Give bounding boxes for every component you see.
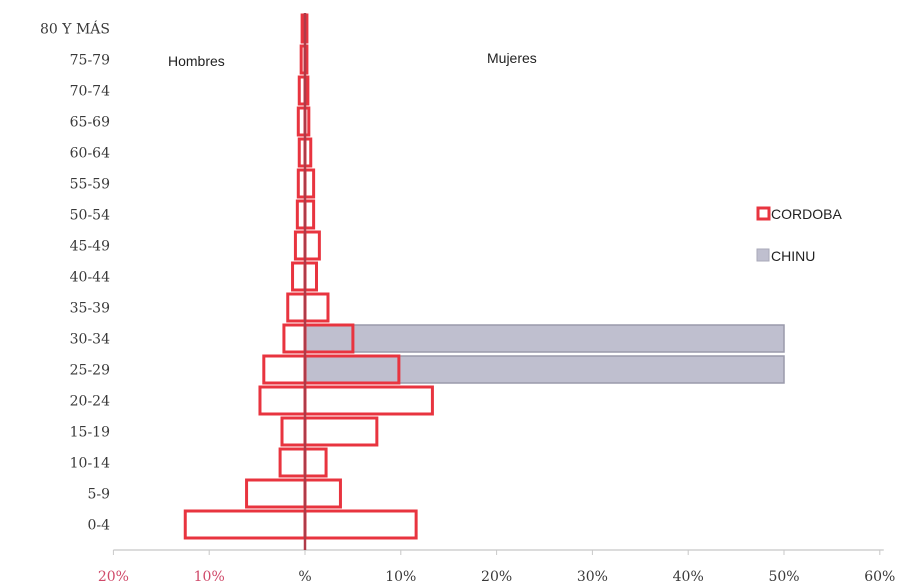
category-label-0-4: 0-4 bbox=[87, 518, 110, 534]
legend-swatch-chinu bbox=[756, 248, 770, 262]
category-label-5-9: 5-9 bbox=[87, 487, 110, 503]
category-label-10-14: 10-14 bbox=[70, 456, 110, 472]
x-tick-label: 10% bbox=[385, 569, 416, 585]
legend-swatch-cordoba bbox=[756, 206, 771, 221]
x-axis bbox=[112, 13, 884, 555]
category-label-50-54: 50-54 bbox=[70, 208, 110, 224]
cordoba-bar-hombres-30-34 bbox=[282, 323, 307, 354]
category-label-60-64: 60-64 bbox=[70, 146, 110, 162]
cordoba-bar-mujeres-45-49 bbox=[303, 230, 321, 261]
cordoba-bar-mujeres-50-54 bbox=[303, 199, 316, 230]
category-label-55-59: 55-59 bbox=[70, 177, 110, 193]
cordoba-bar-hombres-15-19 bbox=[280, 416, 307, 447]
cordoba-bar-hombres-10-14 bbox=[278, 447, 307, 478]
cordoba-bar-mujeres-55-59 bbox=[303, 168, 316, 199]
x-tick-label: 30% bbox=[577, 569, 608, 585]
category-label-80-y-m-s: 80 Y MÁS bbox=[40, 20, 110, 38]
side-label-hombres: Hombres bbox=[168, 53, 225, 69]
legend: CORDOBA CHINU bbox=[756, 206, 842, 264]
cordoba-bar-mujeres-5-9 bbox=[303, 478, 342, 509]
legend-label-chinu: CHINU bbox=[771, 248, 815, 264]
category-label-70-74: 70-74 bbox=[70, 84, 110, 100]
cordoba-bar-mujeres-20-24 bbox=[303, 385, 434, 416]
category-label-65-69: 65-69 bbox=[70, 115, 110, 131]
x-tick-label: 20% bbox=[481, 569, 512, 585]
chinu-bar-mujeres-30-34 bbox=[304, 324, 785, 353]
category-label-25-29: 25-29 bbox=[70, 363, 110, 379]
category-label-15-19: 15-19 bbox=[70, 425, 110, 441]
x-tick-label: 20% bbox=[98, 569, 129, 585]
chinu-bar-mujeres-25-29 bbox=[304, 355, 785, 384]
legend-label-cordoba: CORDOBA bbox=[771, 206, 842, 222]
cordoba-bar-hombres-35-39 bbox=[286, 292, 307, 323]
cordoba-bar-mujeres-40-44 bbox=[303, 261, 318, 292]
category-labels: 80 Y MÁS 75-79 70-74 65-69 60-64 55-59 50-54 45… bbox=[40, 20, 110, 534]
cordoba-bar-mujeres-10-14 bbox=[303, 447, 328, 478]
cordoba-bar-mujeres-15-19 bbox=[303, 416, 379, 447]
side-label-mujeres: Mujeres bbox=[487, 50, 537, 66]
category-label-35-39: 35-39 bbox=[70, 301, 110, 317]
cordoba-bar-hombres-20-24 bbox=[258, 385, 307, 416]
chinu-bars bbox=[304, 324, 785, 384]
cordoba-bar-hombres-25-29 bbox=[262, 354, 307, 385]
cordoba-bars bbox=[183, 13, 434, 540]
x-tick-labels: 20% 10%% 10% 20% 30% 40% 50% 60% bbox=[98, 569, 896, 585]
x-tick-label: 10% bbox=[194, 569, 225, 585]
cordoba-bar-hombres-40-44 bbox=[291, 261, 307, 292]
x-tick-label: 60% bbox=[864, 569, 895, 585]
x-tick-label: 40% bbox=[673, 569, 704, 585]
cordoba-bar-hombres-0-4 bbox=[183, 509, 307, 540]
category-label-40-44: 40-44 bbox=[70, 270, 110, 286]
cordoba-bar-mujeres-0-4 bbox=[303, 509, 418, 540]
category-label-30-34: 30-34 bbox=[70, 332, 110, 348]
category-label-75-79: 75-79 bbox=[70, 53, 110, 69]
x-tick-label: 50% bbox=[768, 569, 799, 585]
cordoba-bar-hombres-5-9 bbox=[245, 478, 307, 509]
x-tick-label: % bbox=[298, 569, 311, 585]
category-label-45-49: 45-49 bbox=[70, 239, 110, 255]
category-label-20-24: 20-24 bbox=[70, 394, 110, 410]
cordoba-bar-mujeres-35-39 bbox=[303, 292, 330, 323]
